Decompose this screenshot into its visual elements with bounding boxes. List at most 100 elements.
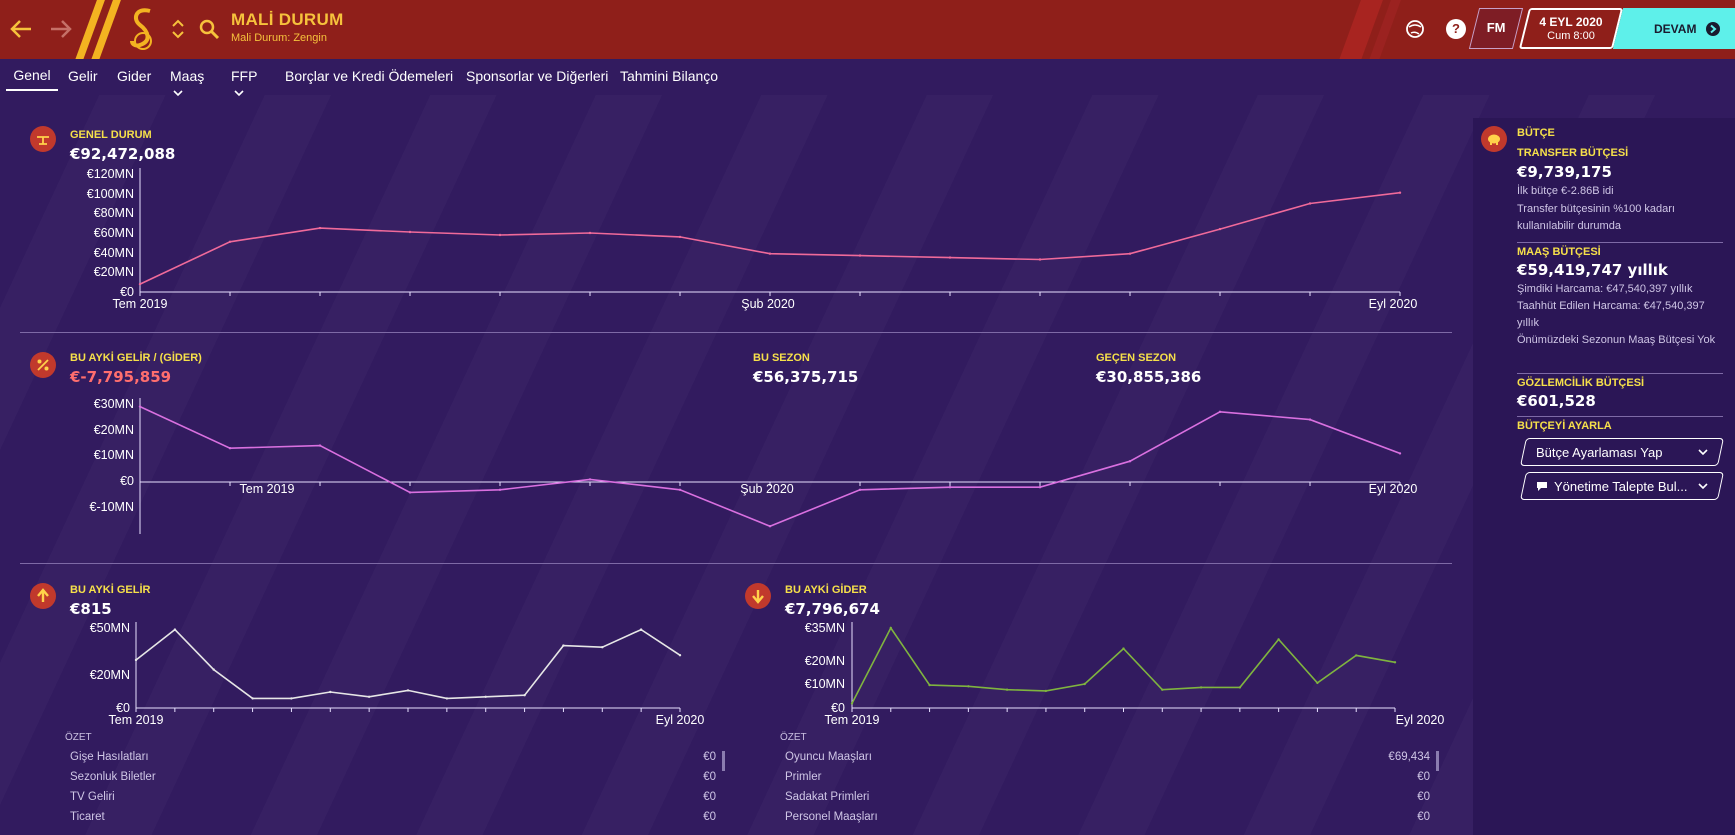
fm-label: FM	[1486, 20, 1506, 35]
data-point	[967, 685, 970, 688]
wage-budget-label: MAAŞ BÜTÇESİ	[1517, 246, 1601, 258]
data-point	[318, 444, 322, 447]
transfer-budget-initial: İlk bütçe €-2.86B idi	[1517, 185, 1614, 197]
data-point	[768, 525, 772, 528]
series-line	[139, 191, 1401, 285]
data-point	[1128, 460, 1132, 463]
tab-maas[interactable]: Maaş	[170, 68, 204, 100]
y-tick-label: €20MN	[94, 265, 134, 279]
row-name: Sadakat Primleri	[785, 791, 870, 803]
y-tick-label: €35MN	[805, 621, 845, 635]
x-tick-label: Şub 2020	[740, 482, 794, 496]
budget-divider	[1517, 373, 1723, 374]
tab-gider[interactable]: Gider	[117, 68, 151, 84]
x-tick-label: Eyl 2020	[1396, 713, 1445, 727]
row-name: Sezonluk Biletler	[70, 771, 156, 783]
monthly-net-value: €-7,795,859	[70, 368, 172, 386]
data-point	[1038, 258, 1042, 261]
data-point	[173, 628, 177, 631]
club-crest[interactable]	[125, 4, 161, 54]
row-value: €0	[703, 811, 716, 823]
data-point	[1308, 418, 1312, 421]
arrow-left-icon	[10, 20, 31, 38]
data-point	[212, 668, 215, 671]
data-point	[1355, 654, 1358, 657]
help-icon: ?	[1446, 19, 1466, 39]
back-button[interactable]	[6, 12, 36, 46]
data-point	[523, 694, 526, 697]
y-tick-label: €0	[116, 701, 130, 715]
chevron-up-down-icon	[172, 19, 184, 39]
data-point	[1005, 688, 1009, 691]
row-value: €0	[703, 751, 716, 763]
row-name: Primler	[785, 771, 822, 783]
income-summary-scrollbar[interactable]	[722, 751, 725, 771]
page-title: MALİ DURUM	[231, 10, 344, 29]
data-point	[928, 683, 931, 687]
search-button[interactable]	[196, 12, 222, 46]
chevron-down-icon	[1698, 449, 1708, 456]
x-tick-label: Tem 2019	[113, 297, 168, 311]
row-value: €0	[703, 791, 716, 803]
y-tick-label: €-10MN	[90, 500, 134, 514]
tab-genel[interactable]: Genel	[6, 67, 58, 91]
data-point	[1044, 689, 1048, 693]
x-tick-label: Eyl 2020	[656, 713, 705, 727]
data-point	[858, 488, 862, 491]
fm-menu-button[interactable]: FM	[1468, 8, 1524, 49]
social-button[interactable]	[1400, 12, 1430, 46]
x-tick-label: Tem 2019	[240, 482, 295, 496]
tab-label: Gelir	[68, 68, 98, 84]
percent-icon	[30, 352, 56, 378]
genel-durum-value: €92,472,088	[70, 145, 176, 163]
forward-button[interactable]	[46, 12, 76, 46]
expense-summary-title: ÖZET	[780, 732, 807, 743]
tab-label: Maaş	[170, 68, 205, 84]
club-switch-button[interactable]	[170, 12, 186, 46]
budget-panel: BÜTÇE TRANSFER BÜTÇESİ €9,739,175 İlk bü…	[1473, 118, 1735, 835]
data-point	[1083, 682, 1086, 686]
data-point	[1122, 647, 1125, 650]
arrow-circle-right-icon	[1706, 21, 1721, 36]
top-bar: MALİ DURUM Mali Durum: Zengin ? FM 4 EYL…	[0, 0, 1735, 59]
data-point	[251, 697, 254, 700]
row-name: Personel Maaşları	[785, 811, 878, 823]
tab-tahmini-bilanco[interactable]: Tahmini Bilanço	[620, 68, 718, 84]
tab-label: Tahmini Bilanço	[620, 68, 719, 84]
income-row: Gişe Hasılatları €0	[70, 751, 716, 763]
series-line	[135, 628, 681, 700]
expense-label: BU AYKİ GİDER	[785, 584, 867, 596]
data-point	[1038, 486, 1042, 489]
continue-button[interactable]: DEVAM	[1612, 8, 1735, 49]
row-value: €0	[1417, 811, 1430, 823]
adjust-budget-button[interactable]: Bütçe Ayarlaması Yap	[1520, 438, 1724, 466]
data-point	[1308, 202, 1312, 205]
board-request-button[interactable]: Yönetime Talepte Bul...	[1520, 472, 1724, 500]
tab-sponsorlar[interactable]: Sponsorlar ve Diğerleri	[466, 68, 608, 84]
help-button[interactable]: ?	[1441, 12, 1471, 46]
arrow-down-icon	[745, 583, 771, 609]
data-point	[1218, 410, 1222, 413]
data-point	[484, 695, 487, 698]
expense-row: Sadakat Primleri €0	[785, 791, 1430, 803]
scouting-budget-label: GÖZLEMCİLİK BÜTÇESİ	[1517, 377, 1645, 389]
y-tick-label: €30MN	[94, 397, 134, 411]
adjust-budget-button-label: Bütçe Ayarlaması Yap	[1536, 444, 1663, 460]
tab-ffp[interactable]: FFP	[231, 68, 257, 100]
row-name: TV Geliri	[70, 791, 115, 803]
expense-summary-scrollbar[interactable]	[1436, 751, 1439, 771]
adjust-budget-label: BÜTÇEYİ AYARLA	[1517, 420, 1612, 432]
monthly-net-chart: €-10MN €0 €10MN €20MN €30MN Tem 2019 Şub 2020 E…	[90, 397, 1417, 534]
tab-gelir[interactable]: Gelir	[68, 68, 98, 84]
date-display: 4 EYL 2020 Cum 8:00	[1518, 8, 1624, 49]
data-point	[329, 690, 332, 694]
data-point	[948, 486, 952, 489]
wage-budget-value: €59,419,747 yıllık	[1517, 261, 1668, 279]
expense-value: €7,796,674	[785, 600, 880, 618]
tab-borclar[interactable]: Borçlar ve Kredi Ödemeleri	[285, 68, 453, 84]
data-point	[562, 644, 565, 647]
y-tick-label: €80MN	[94, 206, 134, 220]
y-tick-label: €20MN	[94, 423, 134, 437]
data-point	[408, 230, 412, 234]
income-summary-title: ÖZET	[65, 732, 92, 743]
